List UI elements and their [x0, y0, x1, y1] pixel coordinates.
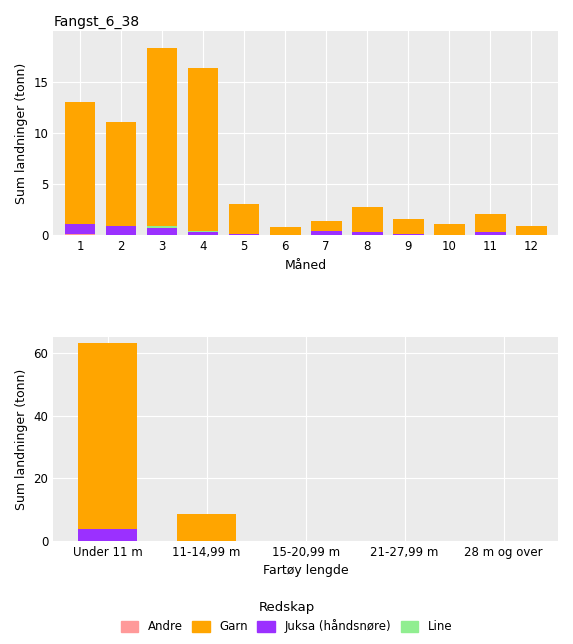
- Bar: [105, 122, 136, 226]
- Bar: [188, 68, 218, 231]
- Y-axis label: Sum landninger (tonn): Sum landninger (tonn): [15, 368, 28, 510]
- Bar: [434, 224, 465, 235]
- Bar: [393, 234, 423, 235]
- Text: Fangst_6_38: Fangst_6_38: [53, 15, 139, 29]
- Bar: [78, 529, 138, 541]
- Bar: [105, 226, 136, 235]
- Bar: [475, 214, 506, 232]
- Bar: [352, 232, 383, 235]
- Bar: [516, 226, 547, 235]
- Bar: [78, 343, 138, 529]
- X-axis label: Måned: Måned: [285, 259, 327, 272]
- Bar: [147, 226, 178, 228]
- X-axis label: Fartøy lengde: Fartøy lengde: [263, 565, 348, 578]
- Bar: [352, 207, 383, 232]
- Bar: [229, 204, 260, 234]
- Bar: [229, 234, 260, 235]
- Bar: [311, 221, 342, 231]
- Bar: [393, 219, 423, 234]
- Bar: [65, 234, 95, 235]
- Bar: [147, 48, 178, 226]
- Bar: [65, 224, 95, 234]
- Bar: [188, 232, 218, 235]
- Bar: [147, 228, 178, 235]
- Bar: [270, 227, 300, 235]
- Bar: [311, 231, 342, 235]
- Bar: [177, 515, 237, 541]
- Bar: [65, 102, 95, 224]
- Bar: [475, 232, 506, 235]
- Y-axis label: Sum landninger (tonn): Sum landninger (tonn): [15, 62, 28, 204]
- Legend: Andre, Garn, Juksa (håndsnøre), Line: Andre, Garn, Juksa (håndsnøre), Line: [116, 596, 457, 638]
- Bar: [188, 231, 218, 232]
